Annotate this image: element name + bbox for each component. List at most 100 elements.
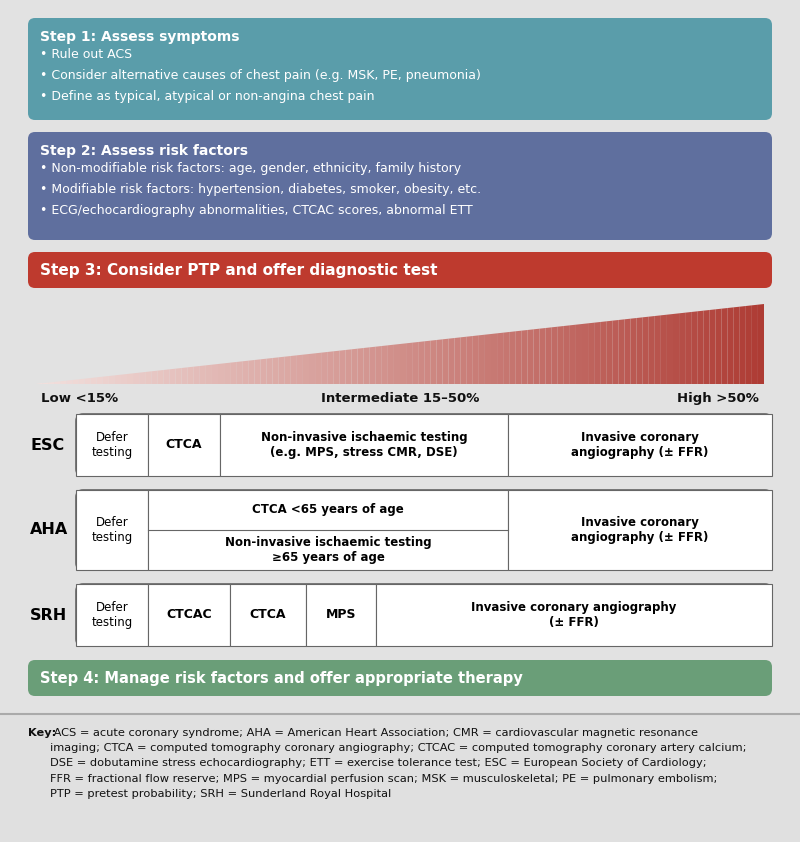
Text: AHA: AHA <box>30 523 68 537</box>
Polygon shape <box>630 318 637 384</box>
Text: • Non-modifiable risk factors: age, gender, ethnicity, family history: • Non-modifiable risk factors: age, gend… <box>40 162 461 175</box>
Text: Intermediate 15–50%: Intermediate 15–50% <box>321 392 479 405</box>
Text: CTCA: CTCA <box>250 609 286 621</box>
Polygon shape <box>78 379 85 384</box>
Bar <box>76 584 148 646</box>
Polygon shape <box>315 353 321 384</box>
Polygon shape <box>758 304 764 384</box>
Polygon shape <box>151 370 158 384</box>
Polygon shape <box>400 344 406 384</box>
Text: Step 4: Manage risk factors and offer appropriate therapy: Step 4: Manage risk factors and offer ap… <box>40 670 522 685</box>
Polygon shape <box>309 354 315 384</box>
Polygon shape <box>60 381 66 384</box>
Polygon shape <box>109 376 115 384</box>
Polygon shape <box>503 332 509 384</box>
Polygon shape <box>212 364 218 384</box>
Polygon shape <box>522 330 527 384</box>
Text: Low <15%: Low <15% <box>41 392 118 405</box>
Text: Non-invasive ischaemic testing
(e.g. MPS, stress CMR, DSE): Non-invasive ischaemic testing (e.g. MPS… <box>261 431 467 459</box>
Polygon shape <box>546 328 552 384</box>
Polygon shape <box>339 350 346 384</box>
Polygon shape <box>363 348 370 384</box>
Polygon shape <box>358 348 363 384</box>
Polygon shape <box>564 325 570 384</box>
Polygon shape <box>442 338 449 384</box>
Polygon shape <box>642 317 649 384</box>
Polygon shape <box>552 327 558 384</box>
Polygon shape <box>42 382 48 384</box>
Text: ACS = acute coronary syndrome; AHA = American Heart Association; CMR = cardiovas: ACS = acute coronary syndrome; AHA = Ame… <box>50 728 746 799</box>
Polygon shape <box>534 328 539 384</box>
Polygon shape <box>321 352 327 384</box>
Polygon shape <box>582 323 588 384</box>
Polygon shape <box>351 349 358 384</box>
Polygon shape <box>139 372 146 384</box>
Bar <box>508 490 772 570</box>
Polygon shape <box>200 365 206 384</box>
Polygon shape <box>248 360 254 384</box>
Text: High >50%: High >50% <box>677 392 759 405</box>
Bar <box>306 584 376 646</box>
Text: Invasive coronary angiography
(± FFR): Invasive coronary angiography (± FFR) <box>471 601 677 629</box>
Polygon shape <box>90 377 97 384</box>
Polygon shape <box>273 357 278 384</box>
Polygon shape <box>230 362 236 384</box>
Polygon shape <box>734 306 740 384</box>
Polygon shape <box>285 356 290 384</box>
Text: Invasive coronary
angiography (± FFR): Invasive coronary angiography (± FFR) <box>571 431 709 459</box>
Text: Defer
testing: Defer testing <box>91 431 133 459</box>
Polygon shape <box>461 337 466 384</box>
Polygon shape <box>206 365 212 384</box>
Polygon shape <box>673 313 679 384</box>
Polygon shape <box>48 382 54 384</box>
Polygon shape <box>133 373 139 384</box>
Text: • Rule out ACS: • Rule out ACS <box>40 48 132 61</box>
Bar <box>148 490 508 570</box>
Polygon shape <box>722 308 728 384</box>
Bar <box>76 490 148 570</box>
Polygon shape <box>600 322 606 384</box>
Polygon shape <box>388 344 394 384</box>
Bar <box>376 584 772 646</box>
Polygon shape <box>637 317 642 384</box>
Polygon shape <box>334 350 339 384</box>
Polygon shape <box>698 311 703 384</box>
Text: Key:: Key: <box>28 728 56 738</box>
Text: • Modifiable risk factors: hypertension, diabetes, smoker, obesity, etc.: • Modifiable risk factors: hypertension,… <box>40 183 481 196</box>
Polygon shape <box>485 334 491 384</box>
Polygon shape <box>115 375 121 384</box>
Polygon shape <box>746 306 752 384</box>
FancyBboxPatch shape <box>76 584 772 646</box>
Polygon shape <box>466 336 473 384</box>
Text: • Consider alternative causes of chest pain (e.g. MSK, PE, pneumonia): • Consider alternative causes of chest p… <box>40 69 481 82</box>
FancyBboxPatch shape <box>76 490 772 570</box>
Polygon shape <box>194 366 200 384</box>
Polygon shape <box>127 373 133 384</box>
Polygon shape <box>188 366 194 384</box>
Polygon shape <box>266 358 273 384</box>
Polygon shape <box>454 338 461 384</box>
Polygon shape <box>740 306 746 384</box>
Polygon shape <box>667 314 673 384</box>
Polygon shape <box>654 316 661 384</box>
Polygon shape <box>218 364 224 384</box>
Polygon shape <box>710 309 715 384</box>
Text: Step 1: Assess symptoms: Step 1: Assess symptoms <box>40 30 239 44</box>
Text: Step 2: Assess risk factors: Step 2: Assess risk factors <box>40 144 248 158</box>
Polygon shape <box>558 326 564 384</box>
Polygon shape <box>66 380 73 384</box>
FancyBboxPatch shape <box>28 660 772 696</box>
Text: SRH: SRH <box>30 607 67 622</box>
Polygon shape <box>649 316 654 384</box>
Polygon shape <box>752 305 758 384</box>
Polygon shape <box>606 321 612 384</box>
Polygon shape <box>54 381 60 384</box>
Polygon shape <box>612 320 618 384</box>
Polygon shape <box>278 357 285 384</box>
Polygon shape <box>254 360 261 384</box>
Polygon shape <box>236 361 242 384</box>
Polygon shape <box>473 335 479 384</box>
Polygon shape <box>449 338 454 384</box>
Text: CTCAC: CTCAC <box>166 609 212 621</box>
FancyBboxPatch shape <box>28 132 772 240</box>
